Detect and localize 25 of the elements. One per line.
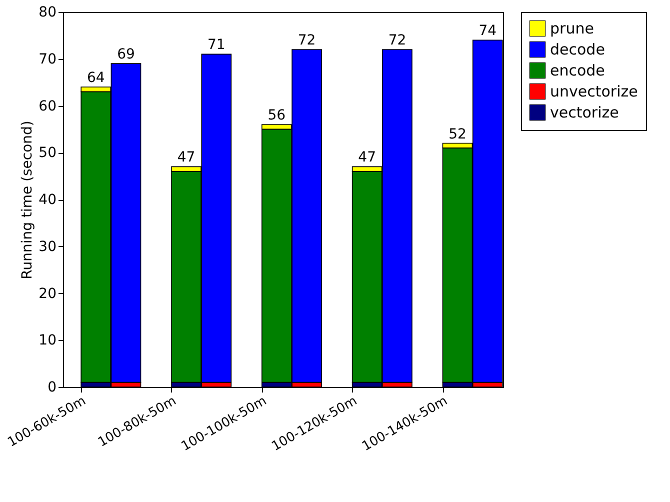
- y-tick-label: 40: [38, 192, 56, 208]
- total-label: 56: [268, 108, 286, 124]
- total-label: 47: [177, 150, 196, 166]
- total-label: 52: [448, 126, 466, 142]
- y-tick-label: 10: [38, 332, 56, 349]
- total-label: 72: [298, 32, 316, 48]
- legend-label: vectorize: [550, 104, 619, 122]
- total-label: 72: [388, 32, 406, 48]
- y-tick-label: 30: [38, 238, 56, 255]
- y-tick-label: 20: [38, 286, 56, 302]
- total-label: 74: [478, 23, 497, 40]
- total-label: 71: [207, 37, 226, 54]
- y-tick-label: 60: [38, 98, 56, 114]
- legend-label: prune: [550, 20, 594, 38]
- total-label: 69: [117, 46, 135, 63]
- legend-label: decode: [550, 40, 605, 58]
- y-tick-label: 70: [38, 51, 56, 68]
- legend-label: unvectorize: [550, 82, 638, 100]
- legend-label: encode: [550, 62, 605, 80]
- y-tick-label: 50: [38, 145, 56, 162]
- y-axis-title: Running time (second): [20, 120, 36, 280]
- y-tick-label: 0: [48, 380, 56, 396]
- y-tick-label: 80: [38, 4, 56, 20]
- total-label: 64: [86, 70, 105, 86]
- total-label: 47: [358, 150, 376, 166]
